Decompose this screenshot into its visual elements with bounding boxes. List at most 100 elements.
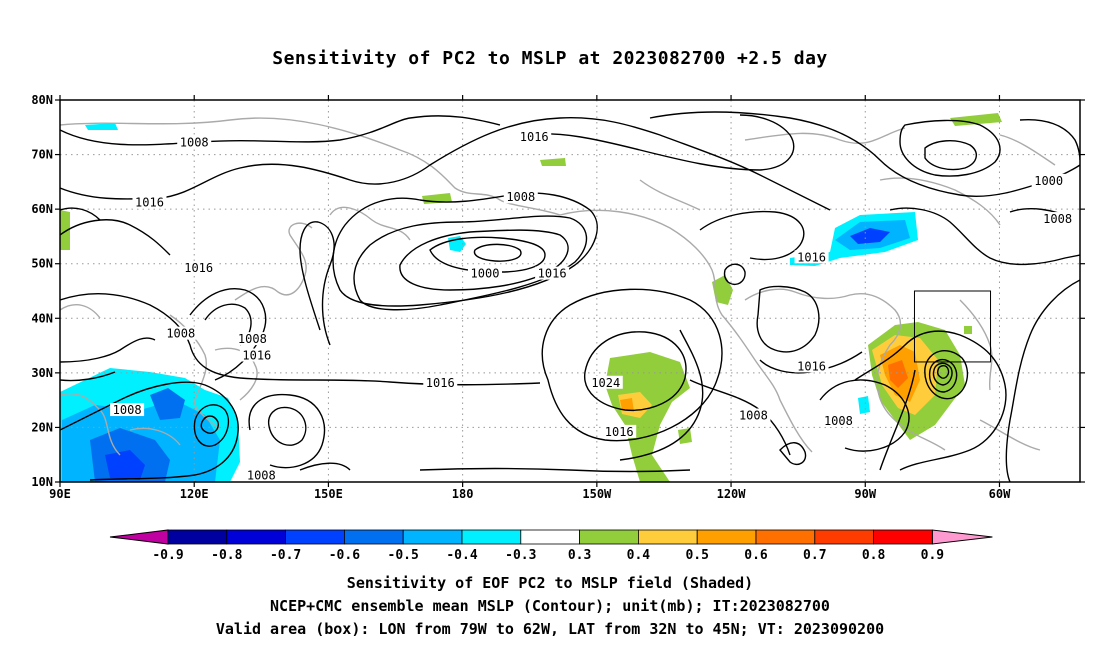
chart-title: Sensitivity of PC2 to MSLP at 2023082700… (272, 48, 828, 69)
contour-labels: 1008 1016 1016 1008 1000 1008 1016 1000 1016 1016… (110, 130, 1075, 483)
contour-label: 1008 (506, 190, 535, 204)
contour-label-bg (517, 130, 552, 144)
contour-label: 1024 (591, 376, 620, 390)
colorbar: -0.9 -0.8 -0.7 -0.6 -0.5 -0.4 -0.3 0.3 0.4 0.5 0.6… (109, 529, 993, 563)
contour-label: 1016 (605, 425, 634, 439)
contour-label-bg (602, 424, 637, 438)
contour-label-bg (1040, 212, 1075, 226)
lat-tick-label: 60N (31, 202, 53, 216)
colorbar-label: -0.3 (505, 548, 536, 563)
colorbar-swatch (873, 529, 933, 545)
lat-tick-label: 20N (31, 420, 53, 434)
contour-label: 1000 (471, 267, 500, 281)
contour-label-bg (423, 375, 458, 389)
contour-label: 1016 (184, 261, 213, 275)
contour-label-bg (794, 359, 829, 373)
contour-label-bg (163, 326, 198, 340)
lat-tick-label: 10N (31, 475, 53, 489)
lon-tick-label: 60W (989, 487, 1011, 501)
lon-tick-label: 120W (717, 487, 747, 501)
lat-tick-label: 50N (31, 257, 53, 271)
contour-label: 1008 (180, 136, 209, 150)
contour-label: 1008 (824, 414, 853, 428)
contour-label: 1016 (797, 250, 826, 264)
contour-label-bg (132, 195, 167, 209)
contour-label-bg (821, 413, 856, 427)
colorbar-label: 0.4 (627, 548, 651, 563)
colorbar-swatch (167, 529, 228, 545)
lon-tick-label: 150W (582, 487, 612, 501)
contour-label-bg (239, 348, 274, 362)
contour-label: 1016 (135, 196, 164, 210)
contour-label-bg (110, 403, 145, 417)
contour-label-bg (235, 332, 270, 346)
lon-tick-label: 120E (180, 487, 209, 501)
colorbar-label: -0.4 (446, 548, 477, 563)
colorbar-swatch (579, 529, 639, 545)
contour-label-bg (177, 135, 212, 149)
contour-label: 1016 (242, 348, 271, 362)
colorbar-label: -0.8 (211, 548, 242, 563)
contour-label-bg (736, 408, 771, 422)
map-frame (59, 99, 1081, 483)
colorbar-swatch (696, 529, 757, 545)
contour-label: 1016 (426, 376, 455, 390)
caption-contour: NCEP+CMC ensemble mean MSLP (Contour); u… (270, 597, 830, 615)
contour-label-bg (794, 250, 829, 264)
contour-label: 1008 (247, 469, 276, 483)
colorbar-swatch (520, 529, 580, 545)
colorbar-arrow-left (109, 529, 169, 545)
sensitivity-shading (60, 113, 1002, 482)
contour-label: 1000 (1034, 174, 1063, 188)
contour-label-bg (181, 261, 216, 275)
contour-label: 1008 (166, 327, 195, 341)
lat-tick-label: 30N (31, 366, 53, 380)
contour-label: 1008 (739, 409, 768, 423)
colorbar-label: -0.9 (152, 548, 183, 563)
colorbar-label: 0.7 (803, 548, 826, 563)
lon-tick-label: 90E (49, 487, 71, 501)
colorbar-label: 0.5 (685, 548, 708, 563)
valid-area-box (913, 290, 992, 363)
contour-label-bg (1031, 173, 1066, 187)
contour-label: 1016 (538, 267, 567, 281)
lat-tick-label: 40N (31, 311, 53, 325)
contour-label: 1008 (1043, 212, 1072, 226)
lon-tick-label: 150E (314, 487, 343, 501)
contour-label-bg (535, 266, 570, 280)
coastlines (60, 117, 1056, 456)
colorbar-swatch (755, 529, 816, 545)
axis-ticks (55, 95, 1085, 487)
contour-label: 1008 (238, 332, 267, 346)
contour-label: 1008 (113, 403, 142, 417)
colorbar-label: 0.6 (744, 548, 768, 563)
colorbar-label: -0.7 (270, 548, 301, 563)
colorbar-label: -0.5 (388, 548, 419, 563)
contour-label-bg (468, 266, 502, 280)
lat-tick-label: 70N (31, 148, 53, 162)
colorbar-swatch (285, 529, 345, 545)
colorbar-swatch (226, 529, 287, 545)
colorbar-arrow-right (931, 529, 993, 545)
contour-label-bg (503, 190, 538, 204)
axis-labels: 90E 120E 150E 180 150W 120W 90W 60W 80N 70N 60N 50N… (31, 93, 1011, 501)
colorbar-swatch (343, 529, 404, 545)
lat-tick-label: 80N (31, 93, 53, 107)
contour-label-bg (588, 375, 623, 389)
colorbar-swatch (814, 529, 874, 545)
lon-tick-label: 180 (452, 487, 474, 501)
colorbar-label: -0.6 (329, 548, 360, 563)
colorbar-label: 0.9 (921, 548, 944, 563)
caption-shaded: Sensitivity of EOF PC2 to MSLP field (Sh… (346, 574, 754, 592)
contour-label: 1016 (520, 130, 549, 144)
colorbar-label: 0.8 (862, 548, 886, 563)
caption-valid-area: Valid area (box): LON from 79W to 62W, L… (215, 620, 885, 638)
contour-label-bg (244, 468, 279, 482)
colorbar-swatch (461, 529, 522, 545)
colorbar-swatch (402, 529, 463, 545)
contour-label: 1016 (797, 359, 826, 373)
colorbar-label: 0.3 (568, 548, 591, 563)
lon-tick-label: 90W (854, 487, 876, 501)
colorbar-swatch (638, 529, 698, 545)
